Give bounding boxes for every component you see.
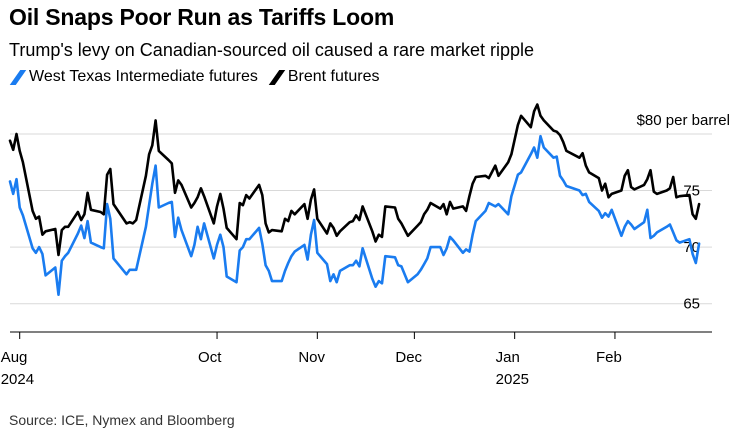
x-tick-label: Aug [1,349,28,366]
x-tick-sublabel: 2024 [1,371,34,388]
x-tick-label: Nov [298,349,325,366]
source-note: Source: ICE, Nymex and Bloomberg [9,412,235,428]
chart-title: Oil Snaps Poor Run as Tariffs Loom [9,4,395,30]
legend: West Texas Intermediate futures Brent fu… [9,68,391,86]
series-line-brent [8,103,701,257]
y-unit-label: $80 per barrel [637,112,730,129]
x-tick-label: Dec [395,349,422,366]
x-tick-label: Jan [496,349,520,366]
chart-subtitle: Trump's levy on Canadian-sourced oil cau… [9,40,535,60]
legend-item-brent: Brent futures [268,68,380,86]
y-tick-label: 75 [683,183,700,200]
legend-label-brent: Brent futures [287,68,380,85]
x-tick-label: Oct [198,349,222,366]
legend-item-wti: West Texas Intermediate futures [9,68,258,86]
series-line-wti [8,134,701,296]
x-tick-sublabel: 2025 [496,371,529,388]
legend-label-wti: West Texas Intermediate futures [29,68,258,85]
x-tick-label: Feb [596,349,622,366]
y-tick-label: 65 [683,296,700,313]
